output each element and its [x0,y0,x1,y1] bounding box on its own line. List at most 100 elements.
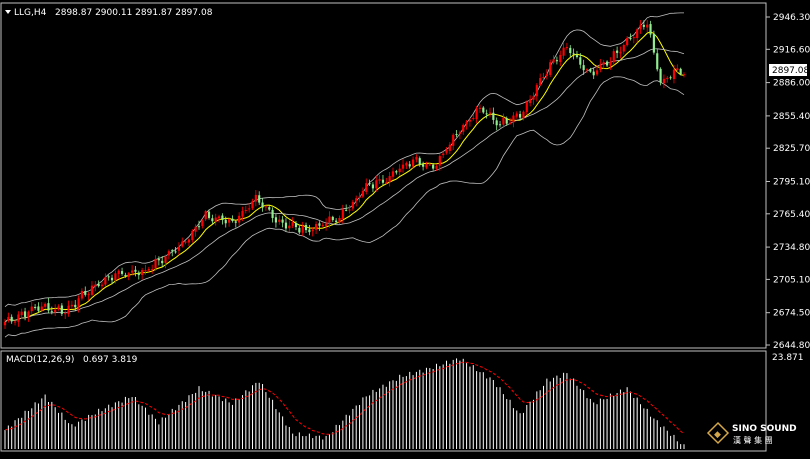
candle-body [87,293,90,296]
candle [468,118,472,127]
candle [40,302,43,313]
candle-body [117,270,120,274]
candle-body [124,274,127,277]
candle [141,267,144,280]
candle [70,300,73,310]
candle [164,254,167,269]
candle-body [535,85,538,97]
candle-body [502,117,505,125]
candle [438,154,441,171]
candle [191,229,194,243]
candle-body [569,47,572,54]
candle-body [314,224,318,230]
candle-body [532,96,535,100]
candle-body [10,316,13,322]
candle [127,272,130,281]
candle-body [284,222,288,229]
candle [602,59,605,69]
candle [522,110,525,121]
candle-body [268,207,271,210]
candle [549,59,552,78]
candle [134,266,137,277]
candle-body [207,211,211,218]
candle-body [164,256,167,263]
candle-body [448,144,451,151]
candle-body [60,305,63,314]
candle-body [261,202,264,208]
candle-body [301,225,304,233]
candle [187,238,191,247]
candle [652,30,655,55]
candle-body [241,210,244,217]
candle [572,48,575,60]
candle-body [595,70,599,75]
price-tick-label: 2855.40 [773,112,810,122]
candle-body [70,304,73,307]
candle [341,204,344,224]
candle-body [271,209,274,218]
candle [264,205,267,211]
candle-body [318,223,321,226]
candle-body [609,61,612,66]
candle [47,297,50,314]
candle-body [110,277,114,281]
candle-body [361,190,364,197]
macd-pane-frame [0,350,767,452]
candle-body [512,115,515,123]
candle-body [565,47,569,49]
candle-body [358,196,361,198]
candle [281,215,284,228]
macd-signal [4,361,685,435]
candle [228,217,231,227]
candle [599,58,602,73]
candle-body [388,176,391,183]
candle-body [619,51,622,54]
candle [197,220,201,230]
candle-body [338,218,341,223]
candle [495,117,498,131]
candle [13,320,17,326]
candle-body [94,284,97,287]
candle-body [134,269,137,272]
candle [605,60,609,68]
candle [114,270,117,284]
candle-body [585,69,589,71]
candle [284,218,288,232]
candle-body [679,68,682,75]
candle [345,204,348,212]
candle [97,280,100,288]
macd-axis-max: 23.871 [772,353,804,363]
candle-body [368,183,371,185]
candle [34,304,37,310]
candle-body [308,229,311,233]
candle-body [104,277,107,285]
candle [385,177,388,184]
candle [398,164,401,176]
candle [642,20,645,30]
candle [67,300,70,317]
candle [415,154,418,163]
candle-body [74,304,77,308]
candle-body [666,77,669,79]
candle [177,242,181,256]
candle [411,156,415,169]
candle [157,256,160,266]
candle [37,302,40,313]
price-tick-label: 2795.10 [773,178,810,188]
candle [639,19,642,34]
candle-body [97,284,100,287]
candle [131,265,134,276]
price-tick-label: 2916.60 [773,45,810,55]
chart-menu-triangle-icon[interactable] [5,10,11,14]
candles [3,19,686,330]
candle [612,48,615,66]
candle [104,273,107,287]
candle [194,224,197,237]
candle-body [642,24,645,27]
candle [636,27,639,43]
macd-values: 0.697 3.819 [83,355,138,365]
candle [662,74,666,89]
candle [519,110,522,121]
